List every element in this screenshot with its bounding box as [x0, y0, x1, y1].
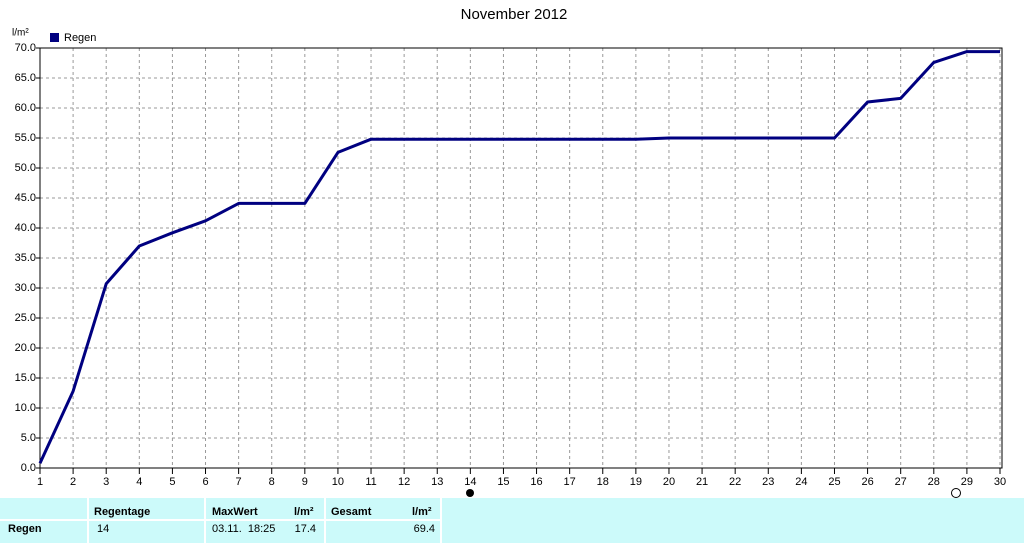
table-lines [0, 498, 442, 543]
x-tick-label: 13 [431, 476, 443, 488]
x-tick-label: 24 [795, 476, 807, 488]
x-tick-label: 30 [994, 476, 1006, 488]
y-tick-label: 5.0 [21, 432, 36, 444]
x-tick-label: 2 [70, 476, 76, 488]
table-row-label: Regen [8, 523, 42, 535]
y-tick-label: 25.0 [15, 312, 36, 324]
legend-label: Regen [64, 32, 96, 44]
x-tick-label: 18 [597, 476, 609, 488]
x-tick-label: 27 [895, 476, 907, 488]
table-cell: 17.4 [295, 523, 316, 535]
y-tick-label: 15.0 [15, 372, 36, 384]
x-tick-label: 28 [928, 476, 940, 488]
y-tick-label: 0.0 [21, 462, 36, 474]
x-tick-label: 1 [37, 476, 43, 488]
x-tick-label: 8 [269, 476, 275, 488]
table-cell: 14 [97, 523, 109, 535]
x-tick-label: 14 [464, 476, 476, 488]
y-tick-label: 65.0 [15, 72, 36, 84]
x-tick-label: 12 [398, 476, 410, 488]
table-header: Regentage [94, 506, 150, 518]
y-tick-label: 20.0 [15, 342, 36, 354]
x-tick-label: 17 [564, 476, 576, 488]
y-tick-label: 35.0 [15, 252, 36, 264]
y-tick-label: 50.0 [15, 162, 36, 174]
table-header: MaxWert [212, 506, 258, 518]
table-cell: 69.4 [414, 523, 435, 535]
y-tick-label: 45.0 [15, 192, 36, 204]
new-moon-icon [951, 488, 961, 498]
table-header: Gesamt [331, 506, 372, 518]
x-tick-label: 29 [961, 476, 973, 488]
chart-title: November 2012 [461, 6, 568, 23]
table-header: l/m² [294, 506, 314, 518]
y-axis-label: l/m² [12, 28, 29, 39]
x-tick-label: 15 [497, 476, 509, 488]
y-tick-label: 70.0 [15, 42, 36, 54]
x-tick-label: 3 [103, 476, 109, 488]
legend-swatch [50, 33, 59, 42]
x-tick-label: 16 [530, 476, 542, 488]
x-tick-label: 23 [762, 476, 774, 488]
x-tick-label: 4 [136, 476, 142, 488]
x-tick-label: 26 [861, 476, 873, 488]
marks [38, 50, 1000, 464]
x-tick-label: 11 [365, 476, 376, 488]
x-tick-label: 6 [202, 476, 208, 488]
y-tick-label: 55.0 [15, 132, 36, 144]
y-tick-label: 60.0 [15, 102, 36, 114]
x-tick-label: 21 [696, 476, 708, 488]
x-tick-label: 20 [663, 476, 675, 488]
y-tick-label: 40.0 [15, 222, 36, 234]
y-tick-label: 30.0 [15, 282, 36, 294]
y-tick-label: 10.0 [15, 402, 36, 414]
table-header: l/m² [412, 506, 432, 518]
x-tick-label: 22 [729, 476, 741, 488]
x-tick-label: 25 [828, 476, 840, 488]
x-tick-label: 10 [332, 476, 344, 488]
table-cell: 03.11. 18:25 [212, 523, 275, 535]
x-tick-label: 9 [302, 476, 308, 488]
x-tick-label: 19 [630, 476, 642, 488]
x-tick-label: 5 [169, 476, 175, 488]
full-moon-icon [466, 489, 474, 497]
x-tick-label: 7 [236, 476, 242, 488]
data-line [38, 50, 1000, 464]
